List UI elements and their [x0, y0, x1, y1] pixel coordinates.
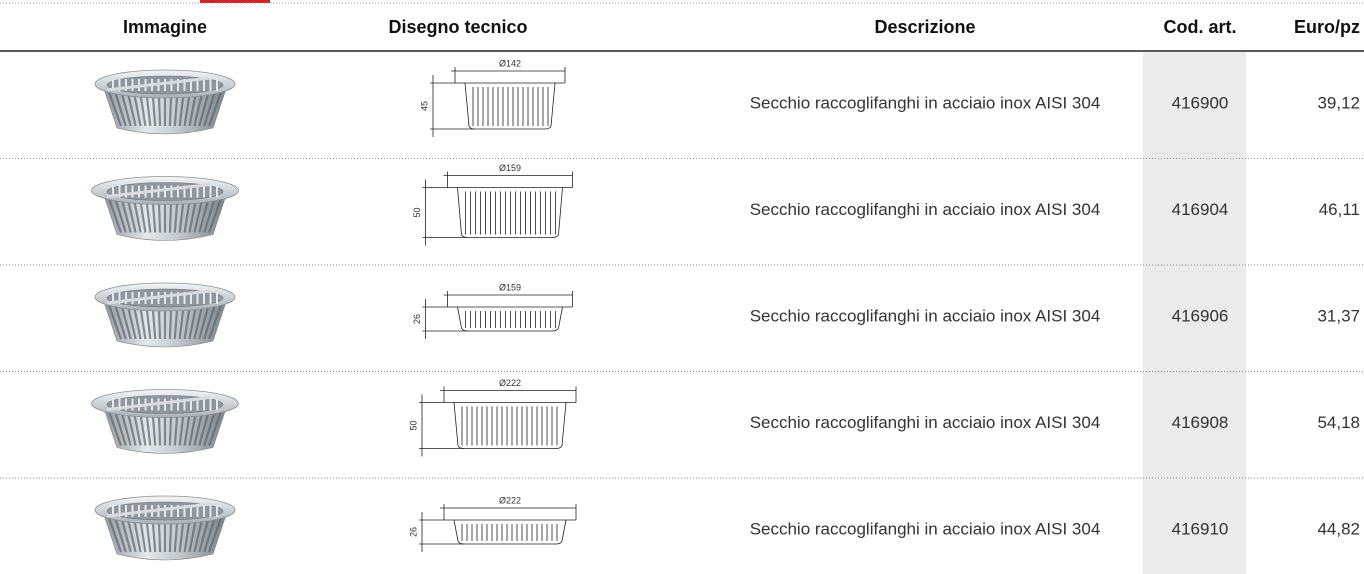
- bowl-outline: [453, 519, 567, 545]
- bowl-outline: [464, 82, 556, 130]
- basket-slot: [119, 196, 132, 233]
- basket-slot: [107, 409, 122, 446]
- technical-drawing: Ø159 50: [412, 163, 573, 246]
- description: Secchio raccoglifanghi in acciaio inox A…: [750, 306, 1101, 325]
- basket-divider: [106, 76, 211, 92]
- price: 39,12: [1317, 93, 1360, 112]
- article-code: 416904: [1172, 200, 1229, 219]
- diameter-label: Ø222: [499, 495, 521, 505]
- article-code: 416900: [1172, 93, 1229, 112]
- basket-divider: [106, 289, 211, 305]
- basket-slot: [203, 302, 217, 340]
- technical-drawing: Ø159 26: [412, 282, 573, 339]
- basket-slot: [119, 409, 132, 446]
- height-label: 26: [408, 527, 418, 537]
- basket-slot: [113, 409, 127, 446]
- height-label: 45: [419, 101, 429, 111]
- basket-slot: [203, 515, 217, 553]
- product-image: [94, 282, 236, 348]
- price: 44,82: [1317, 519, 1360, 538]
- diameter-label: Ø159: [499, 163, 521, 173]
- basket-slot: [208, 409, 223, 446]
- article-code: 416910: [1172, 519, 1229, 538]
- basket-divider: [106, 183, 211, 198]
- column-header: Disegno tecnico: [388, 17, 527, 37]
- basket-slot: [107, 515, 122, 553]
- description: Secchio raccoglifanghi in acciaio inox A…: [750, 200, 1101, 219]
- basket-slot: [208, 515, 223, 553]
- basket-slot: [208, 302, 223, 340]
- technical-drawing: Ø142 45: [419, 58, 566, 137]
- basket-slot: [198, 409, 211, 446]
- clipped-heading: [200, 0, 270, 3]
- article-code: 416906: [1172, 306, 1229, 325]
- basket-divider: [106, 396, 211, 411]
- basket-slot: [119, 515, 132, 553]
- price: 31,37: [1317, 306, 1360, 325]
- basket-divider: [106, 502, 211, 518]
- price: 46,11: [1319, 200, 1360, 219]
- product-image: [94, 495, 236, 561]
- basket-slot: [107, 89, 122, 127]
- description: Secchio raccoglifanghi in acciaio inox A…: [750, 413, 1101, 432]
- basket-slot: [113, 89, 127, 127]
- article-code: 416908: [1172, 413, 1229, 432]
- basket-slot: [113, 302, 127, 340]
- basket-slot: [198, 302, 211, 340]
- code-column-bg: [1143, 52, 1246, 574]
- price: 54,18: [1317, 413, 1360, 432]
- basket-slot: [198, 89, 211, 127]
- column-header: Euro/pz: [1294, 17, 1360, 37]
- height-label: 50: [412, 207, 422, 217]
- diameter-label: Ø222: [499, 378, 521, 388]
- basket-slot: [119, 302, 132, 340]
- column-header: Descrizione: [874, 17, 975, 37]
- basket-slot: [203, 409, 217, 446]
- technical-drawing: Ø222 26: [408, 495, 577, 552]
- product-image: [91, 389, 239, 454]
- column-header: Cod. art.: [1163, 17, 1236, 37]
- bowl-outline: [453, 402, 567, 449]
- column-header: Immagine: [123, 17, 207, 37]
- product-image: [91, 176, 239, 241]
- description: Secchio raccoglifanghi in acciaio inox A…: [750, 519, 1101, 538]
- basket-slot: [113, 196, 127, 233]
- basket-slot: [203, 196, 217, 233]
- diameter-label: Ø159: [499, 282, 521, 292]
- basket-slot: [208, 196, 223, 233]
- description: Secchio raccoglifanghi in acciaio inox A…: [750, 93, 1101, 112]
- diameter-label: Ø142: [499, 58, 521, 68]
- bowl-outline: [457, 187, 563, 238]
- technical-drawing: Ø222 50: [408, 378, 577, 457]
- basket-slot: [208, 89, 223, 127]
- product-image: [94, 69, 236, 135]
- basket-slot: [107, 302, 122, 340]
- basket-slot: [107, 196, 122, 233]
- height-label: 50: [408, 420, 418, 430]
- bowl-outline: [457, 306, 563, 332]
- basket-slot: [198, 196, 211, 233]
- height-label: 26: [412, 314, 422, 324]
- basket-slot: [203, 89, 217, 127]
- basket-slot: [119, 89, 132, 127]
- basket-slot: [113, 515, 127, 553]
- basket-slot: [198, 515, 211, 553]
